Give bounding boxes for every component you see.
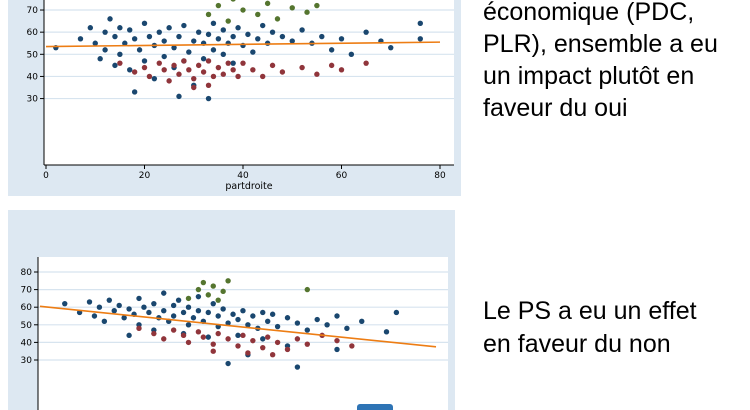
caption-top-line-3: un impact plutôt en	[483, 62, 695, 90]
svg-text:40: 40	[237, 171, 249, 181]
svg-text:60: 60	[336, 171, 348, 181]
svg-text:40: 40	[21, 338, 33, 348]
svg-text:80: 80	[21, 268, 33, 278]
caption-top: économique (PDC, PLR), ensemble a eu un …	[483, 0, 747, 124]
svg-text:80: 80	[434, 171, 446, 181]
caption-bottom-line-2: en faveur du non	[483, 330, 671, 358]
svg-text:50: 50	[21, 321, 33, 331]
svg-text:partdroite: partdroite	[225, 181, 272, 192]
caption-top-line-2: PLR), ensemble a eu	[483, 30, 718, 58]
caption-bottom: Le PS a eu un effet en faveur du non	[483, 295, 747, 361]
scatter-chart-bottom: 30 40 50 60 70 80	[8, 210, 455, 410]
scatter-plot-bottom: 30 40 50 60 70 80	[8, 210, 455, 410]
scatter-chart-top: 30 40 50 60 70 0 20 40 60 80 partdroite	[8, 0, 461, 196]
svg-text:60: 60	[27, 28, 39, 38]
scatter-plot-top: 30 40 50 60 70 0 20 40 60 80 partdroite	[8, 0, 461, 196]
caption-top-line-1: économique (PDC,	[483, 0, 695, 26]
blue-accent-bar	[357, 404, 393, 410]
svg-text:70: 70	[27, 6, 39, 16]
svg-text:40: 40	[27, 72, 39, 82]
svg-text:30: 30	[21, 356, 33, 366]
svg-text:0: 0	[43, 171, 49, 181]
svg-text:60: 60	[21, 303, 33, 313]
svg-text:50: 50	[27, 50, 39, 60]
svg-text:30: 30	[27, 95, 39, 105]
svg-text:70: 70	[21, 286, 33, 296]
caption-bottom-line-1: Le PS a eu un effet	[483, 297, 697, 325]
caption-top-line-4: faveur du oui	[483, 94, 628, 122]
svg-text:20: 20	[139, 171, 151, 181]
